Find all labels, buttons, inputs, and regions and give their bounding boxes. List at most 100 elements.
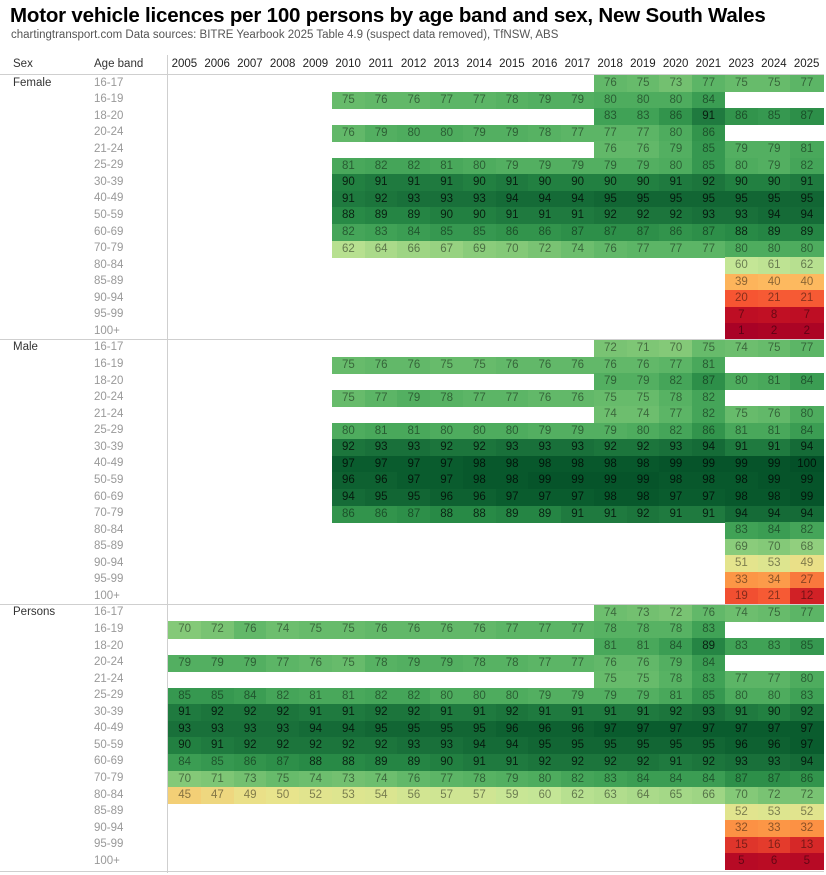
heatmap-cell: 81 [724,422,758,440]
heatmap-cell: 62 [561,787,595,805]
age-band-label: 50-59 [94,473,124,486]
heatmap-cell: 76 [397,356,431,374]
heatmap-cell: 92 [266,704,300,722]
age-band-label: 95-99 [94,573,124,586]
heatmap-cell: 91 [528,704,562,722]
age-band-label: 16-17 [94,606,124,619]
heatmap-cell: 80 [462,687,496,705]
heatmap-cell: 99 [757,472,791,490]
heatmap-cell: 90 [757,704,791,722]
heatmap-cell: 82 [659,373,693,391]
heatmap-cell: 94 [790,753,824,771]
heatmap-cell: 92 [626,439,660,457]
heatmap-cell: 71 [626,339,660,357]
heatmap-cell: 77 [692,240,726,258]
heatmap-cell: 66 [397,240,431,258]
heatmap-cell: 27 [790,571,824,589]
heatmap-cell: 81 [626,638,660,656]
age-band-label: 25-29 [94,159,124,172]
heatmap-cell: 98 [462,472,496,490]
heatmap-cell: 77 [593,124,627,142]
heatmap-cell: 97 [724,720,758,738]
heatmap-cell: 2 [757,323,791,341]
heatmap-cell: 75 [331,654,365,672]
heatmap-cell: 86 [692,422,726,440]
heatmap-cell: 79 [364,124,398,142]
heatmap-cell: 94 [299,720,333,738]
heatmap-cell: 87 [397,505,431,523]
age-band-label: 80-84 [94,523,124,536]
heatmap-cell: 91 [200,737,234,755]
heatmap-cell: 93 [757,753,791,771]
heatmap-cell: 84 [757,522,791,540]
heatmap-cell: 81 [659,687,693,705]
heatmap-cell: 95 [626,737,660,755]
age-band-label: 16-19 [94,93,124,106]
heatmap-cell: 94 [692,439,726,457]
heatmap-cell: 87 [626,224,660,242]
heatmap-cell: 47 [200,787,234,805]
heatmap-cell: 76 [299,654,333,672]
age-band-label: 20-24 [94,126,124,139]
heatmap-cell: 78 [626,621,660,639]
year-header-2023: 2023 [728,58,754,70]
year-header-row: 2005 2006 2007 2008 2009 2010 2011 2012 2013 2014… [0,58,826,74]
heatmap-cell: 92 [364,704,398,722]
year-header-2005: 2005 [171,58,198,70]
heatmap-cell: 7 [790,306,824,324]
age-band-label: 18-20 [94,109,124,122]
heatmap-cell: 85 [200,687,234,705]
heatmap-cell: 79 [757,141,791,159]
heatmap-cell: 93 [168,720,202,738]
sex-label-female: Female [13,76,52,89]
heatmap-cell: 76 [364,621,398,639]
heatmap-cell: 93 [364,439,398,457]
heatmap-cell: 72 [659,604,693,622]
heatmap-cell: 12 [790,588,824,606]
heatmap-cell: 97 [364,455,398,473]
column-header-age-band: Age band [94,58,144,70]
year-header-2016: 2016 [531,58,558,70]
heatmap-cell: 78 [659,671,693,689]
heatmap-cell: 77 [430,91,464,109]
heatmap-cell: 82 [364,157,398,175]
heatmap-cell: 80 [462,157,496,175]
age-band-label: 16-19 [94,358,124,371]
heatmap-cell: 79 [528,687,562,705]
heatmap-cell: 80 [659,124,693,142]
heatmap-cell: 98 [593,455,627,473]
heatmap-cell: 76 [626,654,660,672]
heatmap-cell: 77 [561,654,595,672]
heatmap-cell: 96 [430,489,464,507]
heatmap-cell: 95 [593,190,627,208]
heatmap-cell: 96 [757,737,791,755]
heatmap-cell: 59 [495,787,529,805]
heatmap-cell: 82 [790,522,824,540]
heatmap-cell: 80 [626,91,660,109]
heatmap-cell: 76 [561,356,595,374]
heatmap-cell: 91 [593,505,627,523]
heatmap-cell: 75 [626,75,660,93]
heatmap-cell: 82 [692,406,726,424]
heatmap-cell: 83 [593,108,627,126]
heatmap-cell: 91 [626,704,660,722]
heatmap-cell: 80 [528,770,562,788]
heatmap-cell: 75 [757,604,791,622]
heatmap-cell: 79 [495,770,529,788]
heatmap-cell: 5 [724,853,758,871]
heatmap-cell: 15 [724,836,758,854]
heatmap-cell: 53 [757,555,791,573]
heatmap-cell: 97 [659,489,693,507]
heatmap-cell: 79 [659,654,693,672]
heatmap-cell: 76 [495,356,529,374]
heatmap-cell: 94 [757,505,791,523]
age-band-label: 40-49 [94,722,124,735]
heatmap-cell: 93 [692,704,726,722]
heatmap-cell: 98 [495,472,529,490]
heatmap-cell: 80 [462,422,496,440]
heatmap-cell: 81 [397,422,431,440]
heatmap-cell: 94 [790,207,824,225]
heatmap-cell: 82 [331,224,365,242]
heatmap-cell: 92 [266,737,300,755]
heatmap-cell: 76 [561,389,595,407]
